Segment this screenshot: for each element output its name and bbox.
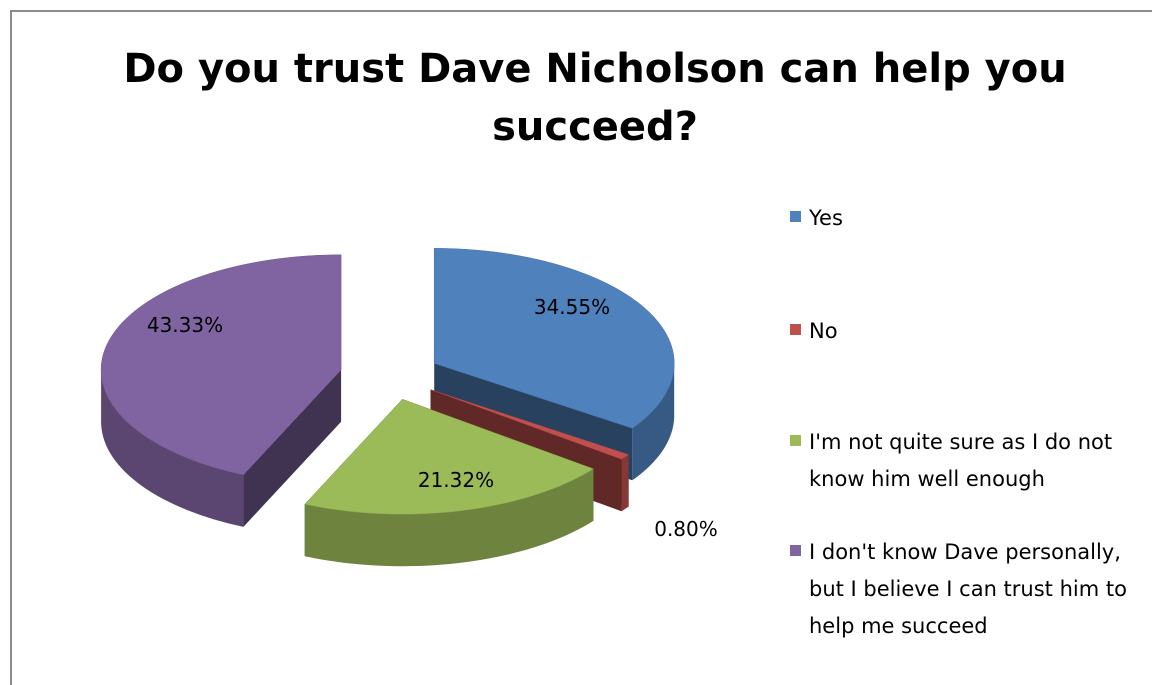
legend-swatch-not-sure [790,435,801,446]
legend-label-no: No [809,319,838,343]
chart-area [10,10,1152,685]
slice-not-sure-rim [304,468,594,567]
legend-item-yes: Yes [790,200,1144,237]
legend-swatch-yes [790,211,801,222]
slice-yes-rim [632,364,675,481]
slice-dont-know [100,254,342,476]
legend-item-not-sure: I'm not quite sure as I do not know him … [790,424,1144,498]
data-label-no: 0.80% [654,517,718,541]
legend-label-not-sure: I'm not quite sure as I do not know him … [809,430,1113,491]
slice-dont-know-wall-0 [243,369,342,527]
data-label-yes: 34.55% [534,295,610,319]
slice-not-sure [304,398,594,515]
legend-swatch-no [790,324,801,335]
legend-label-yes: Yes [809,206,843,230]
legend-item-no: No [790,313,1144,350]
slice-yes [433,248,675,429]
chart-title: Do you trust Dave Nicholson can help you… [123,46,1067,150]
slice-no [430,389,630,460]
data-label-dont-know: 43.33% [147,313,223,337]
legend-swatch-dont-know [790,545,801,556]
slice-dont-know-rim [101,369,244,527]
legend-label-dont-know: I don't know Dave personally, but I beli… [809,540,1127,638]
legend-item-dont-know: I don't know Dave personally, but I beli… [790,534,1144,645]
slice-no-rim [621,454,629,512]
data-label-not-sure: 21.32% [418,468,494,492]
